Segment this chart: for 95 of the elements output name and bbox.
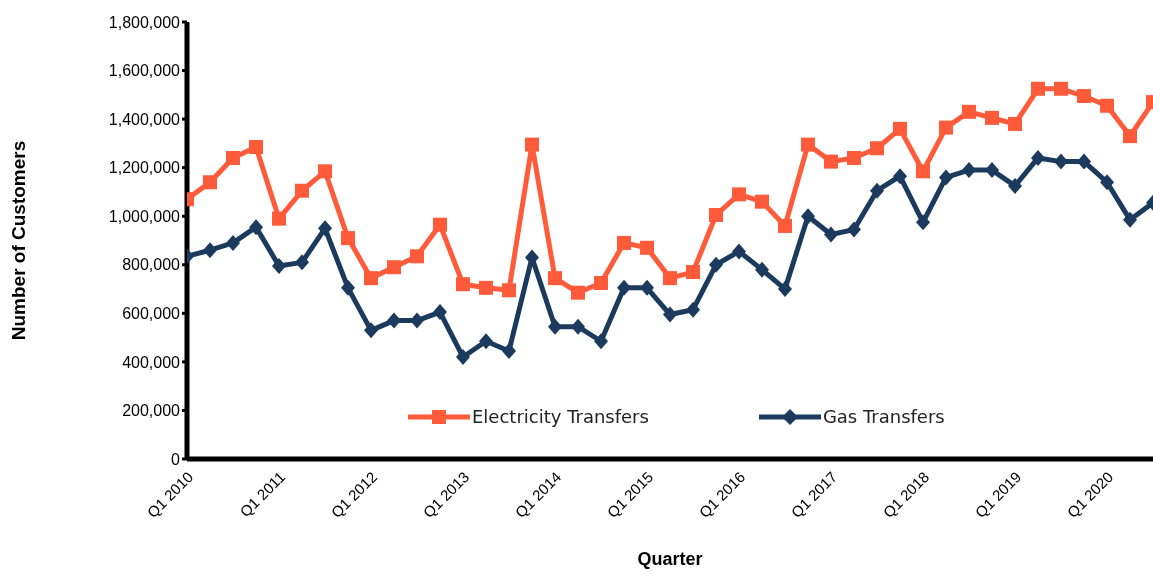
point [226,150,240,165]
point [732,243,746,260]
point [341,279,355,296]
point [824,226,838,243]
point [1123,129,1137,144]
point [433,304,447,321]
y-tick-label: 200,000 [122,402,181,420]
point [617,279,631,296]
point [870,182,884,199]
point [203,242,217,259]
y-tick-label: 0 [171,450,181,468]
y-tick-label: 1,600,000 [108,62,181,80]
point [318,220,332,237]
point [341,231,355,246]
point [1031,149,1045,166]
point [1123,211,1137,228]
point [387,312,401,329]
point [1054,81,1068,96]
point [433,217,447,232]
y-tick-label: 800,000 [122,256,181,274]
point [801,208,815,225]
point [364,322,378,339]
point [847,221,861,238]
point [318,164,332,179]
point [939,120,953,135]
point [502,342,516,359]
point [456,349,470,366]
point [203,175,217,190]
point [962,162,976,179]
point [1100,174,1114,191]
point [1008,116,1022,131]
y-tick-label: 600,000 [122,305,181,323]
point [249,219,263,236]
point [272,211,286,226]
point [295,254,309,271]
point [617,235,631,250]
point [272,257,286,274]
point [456,277,470,292]
y-axis-title: Number of Customers [7,140,29,341]
point [594,275,608,290]
point [801,137,815,152]
y-tick-label: 1,800,000 [108,13,181,31]
point [686,301,700,318]
point [663,306,677,323]
point [594,333,608,350]
point [1008,177,1022,194]
legend-label: Electricity Transfers [472,406,649,427]
point [525,137,539,152]
point [502,283,516,298]
point [985,110,999,125]
point [548,318,562,335]
point [479,333,493,350]
point [709,256,723,273]
point [249,140,263,155]
point [663,271,677,286]
y-tick-label: 1,200,000 [108,159,181,177]
x-axis-title: Quarter [637,549,703,569]
point [1031,81,1045,96]
point [387,260,401,275]
point [847,150,861,165]
y-tick-label: 400,000 [122,353,181,371]
point [410,312,424,329]
point [916,214,930,231]
point [709,208,723,223]
point [548,271,562,286]
point [571,285,585,300]
point [893,121,907,136]
point [939,169,953,186]
point [755,194,769,209]
point [1054,153,1068,170]
y-tick-label: 1,000,000 [108,207,181,225]
point [916,164,930,179]
point [410,249,424,264]
legend-label: Gas Transfers [822,406,945,427]
y-tick-label: 1,400,000 [108,110,181,128]
point [364,271,378,286]
point [985,162,999,179]
point [226,234,240,251]
point [571,318,585,335]
point [640,240,654,255]
point [893,168,907,185]
point [1077,153,1091,170]
point [778,218,792,233]
point [824,154,838,169]
point [1077,89,1091,104]
point [479,280,493,295]
point [870,141,884,156]
point [686,265,700,280]
point [755,261,769,278]
point [732,187,746,202]
point [1100,98,1114,113]
point [778,281,792,298]
point [295,183,309,198]
point [640,279,654,296]
point [962,104,976,119]
